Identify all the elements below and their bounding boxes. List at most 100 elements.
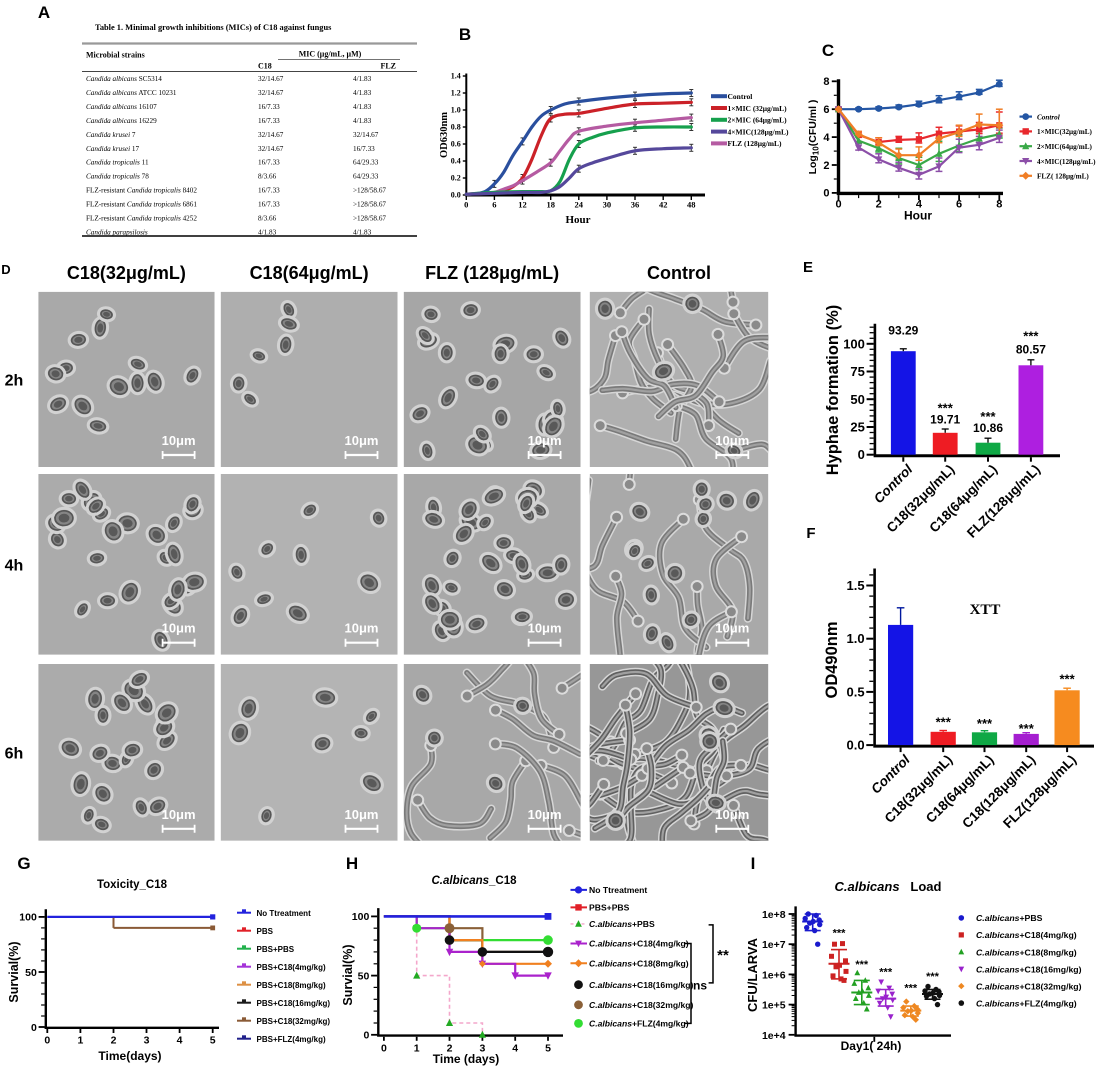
svg-text:Toxicity_C18: Toxicity_C18 <box>97 879 168 891</box>
svg-text:C18(32μg/mL): C18(32μg/mL) <box>67 263 186 283</box>
svg-text:0: 0 <box>363 1030 369 1042</box>
svg-text:C.albicans+PBS: C.albicans+PBS <box>589 919 655 929</box>
svg-text:***: *** <box>855 959 869 971</box>
svg-text:93.29: 93.29 <box>888 324 918 338</box>
svg-text:0: 0 <box>464 200 468 210</box>
svg-text:8/3.66: 8/3.66 <box>258 173 277 181</box>
svg-text:OD630nm: OD630nm <box>439 112 450 158</box>
svg-text:32/14.67: 32/14.67 <box>258 145 284 153</box>
svg-text:PBS+PBS: PBS+PBS <box>257 945 295 954</box>
svg-text:0.6: 0.6 <box>451 140 461 149</box>
svg-text:***: *** <box>926 971 940 983</box>
svg-text:C.albicans+FLZ(4mg/kg): C.albicans+FLZ(4mg/kg) <box>589 1019 689 1029</box>
svg-text:100: 100 <box>843 336 865 351</box>
svg-text:4/1.83: 4/1.83 <box>353 228 372 236</box>
svg-text:C.albicans+C18(4mg/kg): C.albicans+C18(4mg/kg) <box>976 930 1077 940</box>
svg-text:6: 6 <box>492 200 496 210</box>
svg-text:C.albicans+C18(8mg/kg): C.albicans+C18(8mg/kg) <box>976 947 1077 957</box>
svg-text:***: *** <box>977 716 993 731</box>
svg-text:No Ttreatment: No Ttreatment <box>257 909 312 918</box>
svg-text:4×MIC(128μg/mL): 4×MIC(128μg/mL) <box>1037 158 1096 166</box>
svg-text:C.albicans+PBS: C.albicans+PBS <box>976 913 1043 923</box>
svg-text:64/29.33: 64/29.33 <box>353 159 379 167</box>
svg-text:4/1.83: 4/1.83 <box>353 117 372 125</box>
svg-text:2: 2 <box>111 1035 117 1047</box>
svg-text:Day1( 24h): Day1( 24h) <box>841 1039 902 1053</box>
svg-text:***: *** <box>879 967 893 979</box>
svg-text:50: 50 <box>850 392 864 407</box>
svg-text:H: H <box>346 854 358 873</box>
svg-text:FLZ (128μg/mL): FLZ (128μg/mL) <box>425 263 559 283</box>
svg-text:Candida tropicalis 11: Candida tropicalis 11 <box>86 159 149 167</box>
svg-text:24: 24 <box>575 200 584 210</box>
svg-text:50: 50 <box>358 970 370 982</box>
svg-text:10.86: 10.86 <box>973 421 1003 435</box>
svg-text:0.8: 0.8 <box>451 123 461 132</box>
svg-text:Hour: Hour <box>904 209 932 223</box>
svg-text:0.5: 0.5 <box>847 684 865 699</box>
svg-text:16/7.33: 16/7.33 <box>258 117 280 125</box>
svg-text:1: 1 <box>414 1042 420 1054</box>
svg-text:4: 4 <box>916 198 923 210</box>
svg-text:10μm: 10μm <box>528 621 562 636</box>
svg-text:1e+4: 1e+4 <box>762 1030 786 1042</box>
svg-text:Candida tropicalis 78: Candida tropicalis 78 <box>86 173 149 181</box>
svg-text:32/14.67: 32/14.67 <box>258 131 284 139</box>
svg-text:PBS: PBS <box>257 927 274 936</box>
svg-text:64/29.33: 64/29.33 <box>353 173 379 181</box>
svg-text:80.57: 80.57 <box>1016 343 1046 357</box>
svg-text:XTT: XTT <box>970 602 1001 618</box>
svg-text:PBS+PBS: PBS+PBS <box>589 903 630 913</box>
svg-text:2×MIC (64μg/mL): 2×MIC (64μg/mL) <box>728 116 788 125</box>
svg-text:10μm: 10μm <box>715 621 749 636</box>
svg-text:Time (days): Time (days) <box>433 1052 499 1066</box>
svg-text:4/1.83: 4/1.83 <box>353 103 372 111</box>
svg-text:Candida albicans SC5314: Candida albicans SC5314 <box>86 75 162 83</box>
svg-text:Candida krusei 7: Candida krusei 7 <box>86 131 136 139</box>
svg-text:C18(128μg/mL): C18(128μg/mL) <box>959 752 1038 831</box>
svg-text:5: 5 <box>545 1042 551 1054</box>
svg-text:12: 12 <box>518 200 527 210</box>
svg-text:1.0: 1.0 <box>847 631 865 646</box>
svg-text:Control: Control <box>1037 113 1060 121</box>
svg-text:2×MIC(64μg/mL): 2×MIC(64μg/mL) <box>1037 143 1092 151</box>
svg-text:C.albicans+C18(32mg/kg): C.albicans+C18(32mg/kg) <box>589 1000 694 1010</box>
svg-text:10μm: 10μm <box>345 807 379 822</box>
svg-text:Hour: Hour <box>565 214 590 226</box>
svg-text:100: 100 <box>352 911 370 923</box>
svg-text:C.albicans+C18(32mg/kg): C.albicans+C18(32mg/kg) <box>976 981 1082 991</box>
svg-text:18: 18 <box>546 200 555 210</box>
svg-text:1.0: 1.0 <box>451 106 461 115</box>
svg-text:4/1.83: 4/1.83 <box>258 228 277 236</box>
svg-text:10μm: 10μm <box>528 807 562 822</box>
svg-text:Candida albicans ATCC 10231: Candida albicans ATCC 10231 <box>86 89 177 97</box>
svg-text:1.2: 1.2 <box>451 89 461 98</box>
svg-text:0.4: 0.4 <box>451 157 461 166</box>
svg-text:FLZ(128μg/mL): FLZ(128μg/mL) <box>1000 752 1079 831</box>
svg-text:30: 30 <box>603 200 612 210</box>
svg-text:4×MIC(128μg/mL): 4×MIC(128μg/mL) <box>728 127 790 136</box>
svg-text:4: 4 <box>512 1042 518 1054</box>
svg-text:C18(64μg/mL): C18(64μg/mL) <box>250 263 369 283</box>
svg-text:C: C <box>822 41 834 60</box>
svg-text:1e+6: 1e+6 <box>762 969 786 981</box>
svg-text:***: *** <box>980 409 996 424</box>
svg-text:***: *** <box>1060 672 1076 687</box>
svg-text:32/14.67: 32/14.67 <box>258 75 284 83</box>
svg-text:8/3.66: 8/3.66 <box>258 215 277 223</box>
svg-text:Time(days): Time(days) <box>98 1049 161 1063</box>
svg-text:0: 0 <box>823 188 829 200</box>
svg-text:1e+7: 1e+7 <box>762 939 786 951</box>
svg-text:>128/58.67: >128/58.67 <box>353 201 386 209</box>
svg-text:1: 1 <box>77 1035 83 1047</box>
svg-text:Survial(%): Survial(%) <box>341 944 355 1005</box>
svg-text:6h: 6h <box>5 745 24 762</box>
svg-text:50: 50 <box>25 967 37 979</box>
svg-text:4h: 4h <box>5 557 24 574</box>
svg-text:19.71: 19.71 <box>930 413 960 427</box>
svg-text:10μm: 10μm <box>528 433 562 448</box>
svg-text:4/1.83: 4/1.83 <box>353 89 372 97</box>
svg-text:C.albicans+FLZ(4mg/kg): C.albicans+FLZ(4mg/kg) <box>976 998 1077 1008</box>
svg-text:Survial(%): Survial(%) <box>7 941 21 1002</box>
svg-text:42: 42 <box>659 200 668 210</box>
